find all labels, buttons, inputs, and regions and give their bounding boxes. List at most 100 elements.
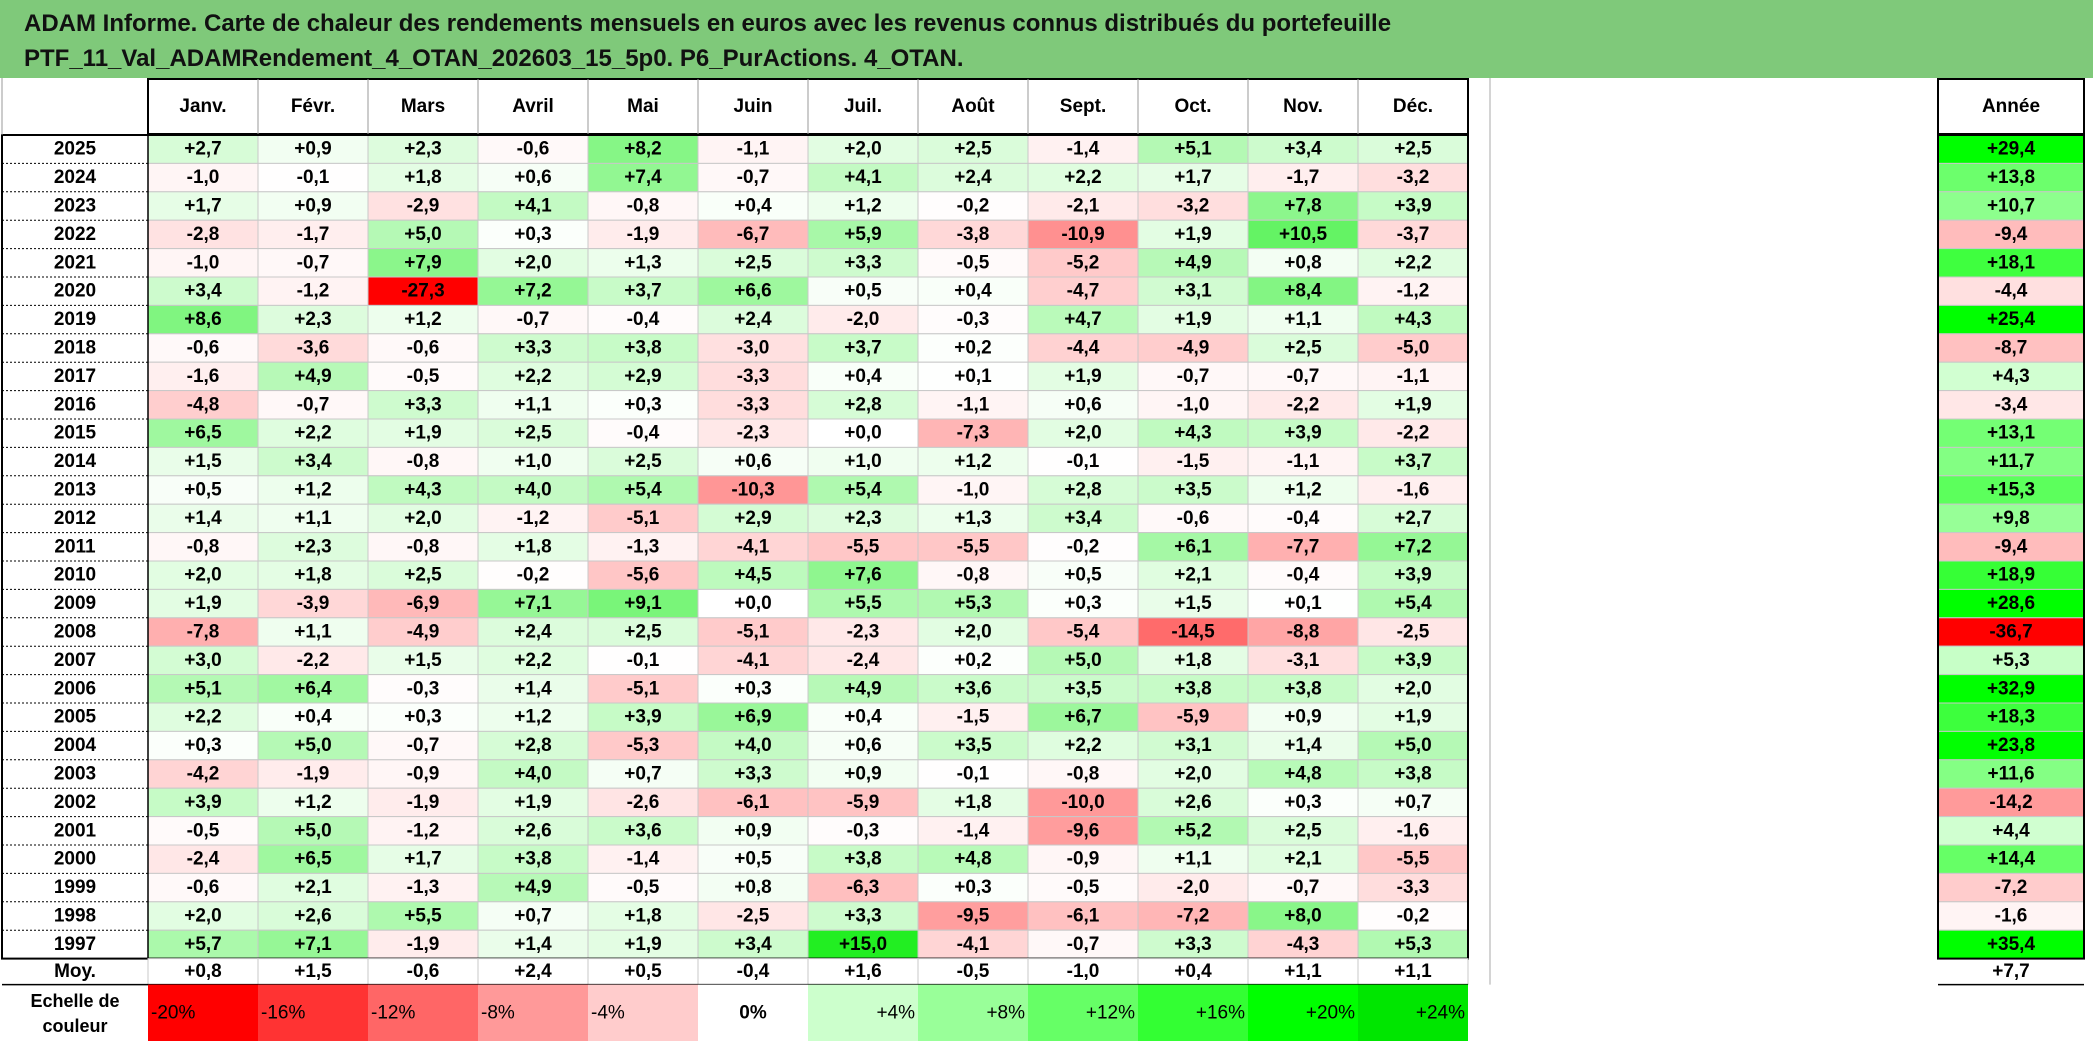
cell-value: -0,9 [1067,849,1100,870]
heatmap-cell [257,816,369,846]
cell-value: +3,3 [404,394,442,415]
cell-value: -1,6 [187,366,220,387]
cell-value: -5,5 [957,536,990,557]
cell-value: +2,8 [844,394,882,415]
cell-value: -3,3 [737,366,770,387]
cell-value: +0,7 [514,906,552,927]
heatmap-cell [257,844,369,874]
heatmap-cell [477,844,589,874]
row-year-label: 2009 [54,593,96,614]
heatmap-cell [917,532,1029,562]
cell-value: -4,9 [1177,338,1210,359]
cell-value: +0,3 [184,735,222,756]
cell-value: +1,9 [404,423,442,444]
cell-value: +7,9 [404,252,442,273]
cell-value: +1,2 [954,451,992,472]
heatmap-cell [1357,475,1469,505]
cell-value: +3,0 [184,650,222,671]
cell-value: +2,6 [1174,792,1212,813]
row-year-label: 2024 [54,167,97,188]
annual-value: +4,4 [1992,820,2030,841]
heatmap-cell [697,702,809,732]
cell-value: -3,8 [957,224,990,245]
cell-value: +1,1 [294,508,332,529]
cell-value: -2,9 [407,196,440,217]
heatmap-cell [1247,872,1359,903]
cell-value: -0,7 [297,252,330,273]
cell-value: -27,3 [401,281,444,302]
annual-cell [1937,787,2085,818]
scale-stop-label: +20% [1306,1002,1355,1023]
heatmap-cell [147,872,259,903]
annual-value: +28,6 [1987,593,2035,614]
heatmap-cell [807,759,919,789]
cell-value: -1,5 [1177,451,1210,472]
cell-value: +1,8 [514,536,552,557]
heatmap-cell [1357,674,1469,704]
heatmap-cell [807,645,919,676]
heatmap-cell [1357,702,1469,732]
cell-value: -2,2 [297,650,330,671]
heatmap-cell [257,759,369,789]
row-year-label: 2002 [54,792,96,813]
cell-value: -3,2 [1177,196,1210,217]
cell-value: +0,0 [844,423,882,444]
heatmap-table: Janv. Févr. Mars Avril Mai Juin Juil. Août Sept.… [1,78,2085,1041]
cell-value: -0,9 [407,764,440,785]
heatmap-cell [1027,134,1139,164]
cell-value: -3,3 [737,394,770,415]
cell-value: +4,1 [514,196,552,217]
cell-value: +0,3 [1064,593,1102,614]
cell-value: +2,9 [734,508,772,529]
cell-value: -5,1 [627,678,660,699]
cell-value: +2,8 [514,735,552,756]
annual-value: -14,2 [1989,792,2032,813]
heatmap-cell [257,787,369,818]
cell-value: -5,5 [847,536,880,557]
heatmap-cell [697,532,809,562]
cell-value: -1,0 [187,252,220,273]
heatmap-cell [807,304,919,335]
heatmap-cell [697,390,809,420]
title-bar: ADAM Informe. Carte de chaleur des rende… [0,0,2093,78]
cell-value: -1,2 [407,820,440,841]
cell-value: +2,5 [734,252,772,273]
row-year-label: 2012 [54,508,96,529]
cell-value: +2,6 [514,820,552,841]
average-value: +2,4 [514,961,552,982]
cell-value: +4,8 [1284,764,1322,785]
heatmap-cell [1137,588,1249,619]
average-value: +1,1 [1284,961,1322,982]
heatmap-cell [697,446,809,477]
cell-value: +2,4 [514,622,552,643]
heatmap-cell [1247,475,1359,505]
heatmap-cell [697,674,809,704]
heatmap-cell [477,333,589,363]
scale-swatch [478,984,588,1041]
heatmap-cell [1247,304,1359,335]
heatmap-cell [367,645,479,676]
cell-value: -5,1 [627,508,660,529]
cell-value: +6,4 [294,678,332,699]
heatmap-cell [257,617,369,647]
row-year-label: 2018 [54,338,96,359]
heatmap-cell [1137,390,1249,420]
average-value: -0,4 [737,961,770,982]
row-year-label: 2004 [54,735,97,756]
heatmap-cell [697,503,809,534]
heatmap-cell [1137,333,1249,363]
cell-value: +8,6 [184,309,222,330]
scale-label-line-2: couleur [42,1016,107,1036]
cell-value: +5,0 [404,224,442,245]
average-cell [1357,958,1469,986]
heatmap-cell [807,248,919,278]
cell-value: +0,4 [734,196,772,217]
heatmap-cell [917,191,1029,221]
annual-value: +15,3 [1987,480,2035,501]
cell-value: -1,1 [737,139,770,160]
cell-value: +3,9 [184,792,222,813]
cell-value: +2,0 [404,508,442,529]
heatmap-cell [367,503,479,534]
cell-value: +0,6 [514,167,552,188]
cell-value: +5,0 [294,820,332,841]
